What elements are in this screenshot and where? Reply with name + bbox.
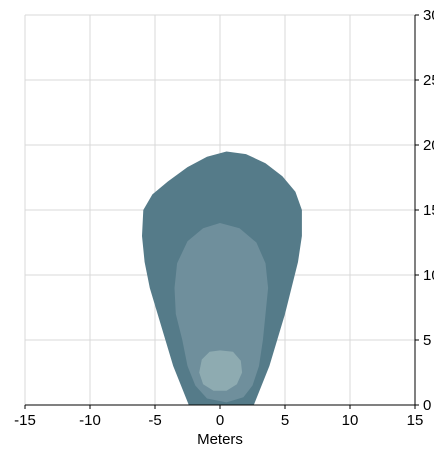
y-tick-label: 0 [423,397,431,414]
plot-area [142,151,302,405]
y-tick-label: 20 [423,137,434,154]
series-region-2 [174,223,269,403]
series-region-3 [199,350,243,391]
x-tick-label: -15 [14,412,36,429]
y-tick-label: 5 [423,332,431,349]
x-tick-label: 10 [342,412,359,429]
x-tick-label: -10 [79,412,101,429]
x-tick-label: -5 [148,412,161,429]
x-tick-label: 0 [216,412,224,429]
y-tick-label: 25 [423,72,434,89]
axes: -15-10-5051015051015202530 [14,7,434,429]
y-tick-label: 30 [423,7,434,24]
y-tick-label: 10 [423,267,434,284]
x-axis-title: Meters [197,431,243,448]
y-tick-label: 15 [423,202,434,219]
x-tick-label: 15 [407,412,424,429]
x-tick-label: 5 [281,412,289,429]
